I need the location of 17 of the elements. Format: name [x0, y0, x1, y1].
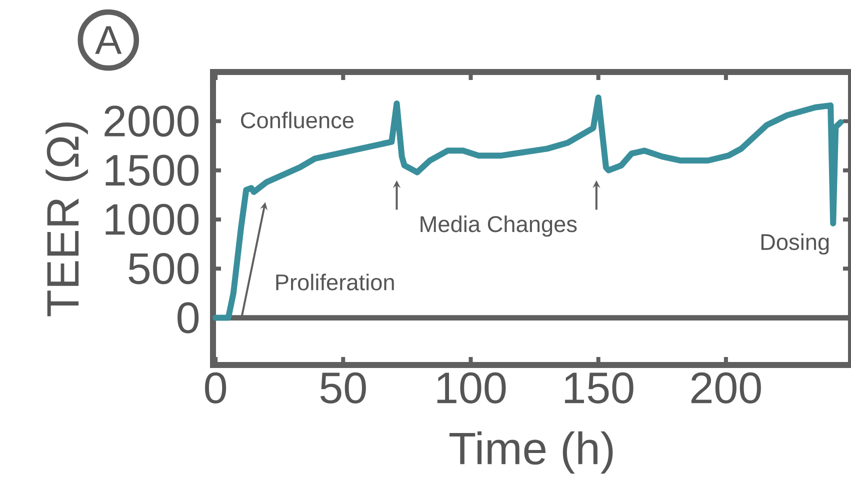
- annotation: Proliferation: [276, 274, 394, 290]
- annotation: Media Changes: [420, 216, 577, 237]
- y-tick-label: 2000: [104, 106, 199, 137]
- y-tick-label: 500: [128, 253, 199, 284]
- y-axis-title: TEER (Ω): [46, 122, 88, 316]
- y-tick-label: 1500: [106, 154, 199, 186]
- annotation: Dosing: [761, 233, 829, 255]
- y-tick-label: 0: [178, 302, 199, 334]
- y-tick-label: 1000: [106, 204, 199, 236]
- x-tick-label: 150: [564, 372, 634, 404]
- x-tick-label: 50: [320, 372, 366, 404]
- x-tick-label: 0: [205, 372, 226, 404]
- x-tick-label: 200: [691, 372, 761, 404]
- text: A: [95, 26, 122, 54]
- x-axis-title: Time (h): [449, 431, 613, 474]
- annotation: Confluence: [241, 112, 354, 128]
- x-tick-label: 100: [437, 372, 506, 404]
